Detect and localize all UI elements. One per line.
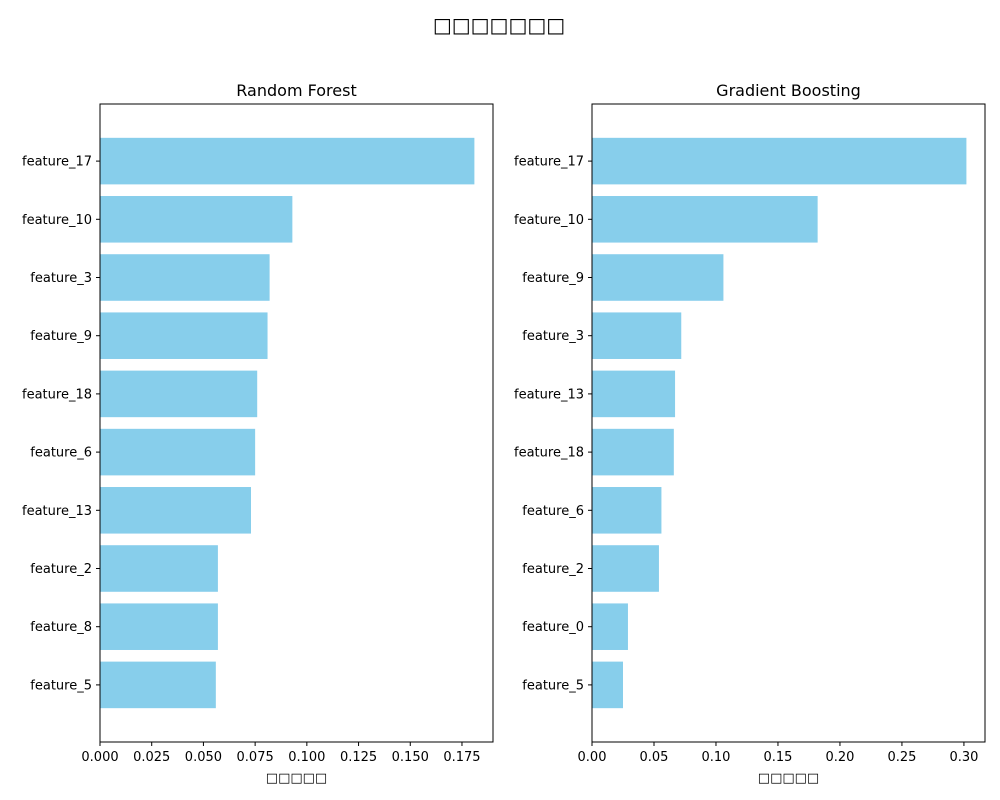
- chart-2-title: Gradient Boosting: [716, 81, 861, 100]
- chart-1-ytick-label-feature_5: feature_5: [30, 678, 92, 693]
- chart-1-xtick-label-1: 0.000: [81, 750, 118, 765]
- chart-1-xlabel: □□□□□: [266, 771, 327, 786]
- chart-2-ytick-label-feature_13: feature_13: [514, 387, 584, 402]
- chart-1-ytick-label-feature_6: feature_6: [30, 446, 92, 461]
- chart-2-bar-feature_9: [592, 254, 724, 301]
- chart-2-xtick-label-5: 0.20: [825, 750, 854, 765]
- charts-container: Random Forestfeature_17feature_10feature…: [22, 81, 986, 786]
- chart-1-ytick-label-feature_13: feature_13: [22, 504, 92, 519]
- chart-1-ytick-label-feature_3: feature_3: [30, 271, 92, 286]
- chart-2-bar-feature_18: [592, 428, 674, 476]
- chart-2-bar-feature_2: [592, 545, 659, 592]
- chart-2-bar-feature_10: [592, 196, 818, 243]
- chart-2-ytick-label-feature_17: feature_17: [514, 155, 584, 170]
- chart-2-ytick-label-feature_2: feature_2: [522, 562, 584, 577]
- chart-1-ytick-label-feature_8: feature_8: [30, 620, 92, 635]
- chart-1: Random Forest feature_17 feature_10feature…: [22, 81, 494, 786]
- chart-2-xtick-label-4: 0.15: [763, 750, 792, 765]
- chart-2-xtick-label-6: 0.25: [887, 750, 916, 765]
- chart-2-axes-frame: [591, 103, 986, 743]
- chart-2-bar-feature_3: [592, 312, 682, 359]
- chart-2-bar-feature_0: [592, 603, 628, 650]
- chart-2-ytick-label-feature_0: feature_0: [522, 620, 584, 635]
- chart-2-bar-feature_6: [592, 487, 662, 534]
- chart-1-xtick-label-7: 0.150: [392, 750, 429, 765]
- chart-1-bar-feature_17: [100, 137, 475, 185]
- chart-2-ytick-label-feature_6: feature_6: [522, 504, 584, 519]
- chart-1-bar-feature_9: [100, 312, 268, 359]
- chart-1-ytick-label-feature_18: feature_18: [22, 387, 92, 402]
- chart-2-bar-feature_17: [592, 137, 967, 185]
- chart-2-ytick-label-feature_18: feature_18: [514, 446, 584, 461]
- chart-1-ytick-label-feature_9: feature_9: [30, 329, 92, 344]
- chart-1-bar-feature_13: [100, 487, 251, 534]
- chart-1-xtick-label-2: 0.025: [133, 750, 170, 765]
- chart-1-ytick-label-feature_2: feature_2: [30, 562, 92, 577]
- chart-1-xtick-label-3: 0.050: [185, 750, 222, 765]
- chart-2-ytick-label-feature_9: feature_9: [522, 271, 584, 286]
- chart-2-xtick-label-2: 0.05: [640, 750, 669, 765]
- chart-2-ytick-label-feature_3: feature_3: [522, 329, 584, 344]
- chart-1-bar-feature_8: [100, 603, 218, 650]
- chart-2-bar-feature_13: [592, 370, 676, 418]
- chart-2-ytick-label-feature_5: feature_5: [522, 678, 584, 693]
- chart-2-xtick-label-3: 0.10: [701, 750, 730, 765]
- chart-2-xlabel: □□□□□: [758, 771, 819, 786]
- chart-1-bar-feature_10: [100, 196, 293, 243]
- chart-2-xtick-label-7: 0.30: [949, 750, 978, 765]
- chart-1-xtick-label-4: 0.075: [237, 750, 274, 765]
- chart-1-bar-feature_6: [100, 428, 256, 476]
- chart-1-bar-feature_3: [100, 254, 270, 301]
- chart-1-axes-frame: [99, 103, 494, 743]
- chart-2-bar-feature_5: [592, 661, 623, 709]
- chart-1-ytick-label-feature_10: feature_10: [22, 213, 92, 228]
- chart-1-bar-feature_18: [100, 370, 258, 418]
- chart-2-ytick-label-feature_10: feature_10: [514, 213, 584, 228]
- chart-1-xtick-label-5: 0.100: [288, 750, 325, 765]
- figure-title: □□□□□□□: [433, 13, 565, 37]
- chart-1-title: Random Forest: [236, 81, 356, 100]
- chart-1-ytick-label-feature_17: feature_17: [22, 155, 92, 170]
- chart-1-xtick-label-8: 0.175: [443, 750, 480, 765]
- chart-1-xtick-label-6: 0.125: [340, 750, 377, 765]
- chart-2: Gradient Boosting feature_17 feature_10fea…: [514, 81, 986, 786]
- chart-1-bar-feature_2: [100, 545, 218, 592]
- chart-2-xtick-label-1: 0.00: [578, 750, 607, 765]
- chart-1-bar-feature_5: [100, 661, 216, 709]
